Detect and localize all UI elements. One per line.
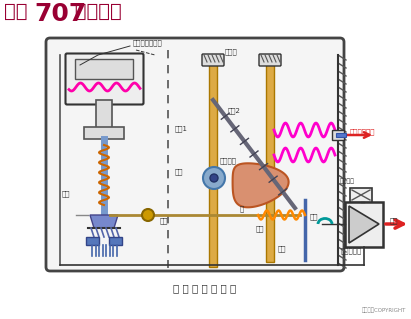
Text: 偏心凸轮: 偏心凸轮 <box>220 157 237 164</box>
Text: 平板: 平板 <box>62 190 71 197</box>
Text: 喷嘴: 喷嘴 <box>310 213 319 219</box>
Text: 恒节流孔: 恒节流孔 <box>340 178 355 184</box>
Text: 拨杆: 拨杆 <box>160 217 169 224</box>
Text: 气动薄膜调节阀: 气动薄膜调节阀 <box>133 39 163 46</box>
FancyBboxPatch shape <box>266 62 274 262</box>
FancyBboxPatch shape <box>86 237 99 245</box>
Text: 弹簧: 弹簧 <box>256 225 265 232</box>
FancyBboxPatch shape <box>75 59 133 79</box>
FancyBboxPatch shape <box>209 62 217 267</box>
FancyBboxPatch shape <box>202 54 224 66</box>
Text: 滚轮: 滚轮 <box>175 168 183 174</box>
FancyBboxPatch shape <box>350 188 372 202</box>
Text: 气 动 阀 门 定 位 器: 气 动 阀 门 定 位 器 <box>173 283 237 293</box>
FancyBboxPatch shape <box>65 54 143 105</box>
Text: 压力信号输入: 压力信号输入 <box>350 129 376 135</box>
Text: 轴: 轴 <box>240 205 244 211</box>
FancyBboxPatch shape <box>109 237 122 245</box>
FancyBboxPatch shape <box>345 202 383 247</box>
Text: 柱杆1: 柱杆1 <box>175 125 188 132</box>
Text: 气动放大器: 气动放大器 <box>341 247 362 254</box>
FancyBboxPatch shape <box>96 100 112 130</box>
Polygon shape <box>233 163 289 207</box>
Text: 气源: 气源 <box>390 218 399 224</box>
Circle shape <box>142 209 154 221</box>
Circle shape <box>203 167 225 189</box>
Text: 东方仿真COPYRIGHT: 东方仿真COPYRIGHT <box>362 308 406 313</box>
Polygon shape <box>90 215 118 228</box>
Text: 柱杆2: 柱杆2 <box>228 107 241 114</box>
FancyBboxPatch shape <box>84 127 124 139</box>
FancyBboxPatch shape <box>46 38 344 271</box>
Text: 剪辑制作: 剪辑制作 <box>68 2 122 21</box>
Polygon shape <box>349 206 379 243</box>
Text: 波纹管: 波纹管 <box>225 48 238 55</box>
Text: 化工: 化工 <box>4 2 28 21</box>
Circle shape <box>210 174 218 182</box>
FancyBboxPatch shape <box>259 54 281 66</box>
FancyBboxPatch shape <box>332 130 344 140</box>
FancyBboxPatch shape <box>336 133 346 137</box>
Text: 707: 707 <box>34 2 86 26</box>
Text: 挡板: 挡板 <box>278 245 286 252</box>
